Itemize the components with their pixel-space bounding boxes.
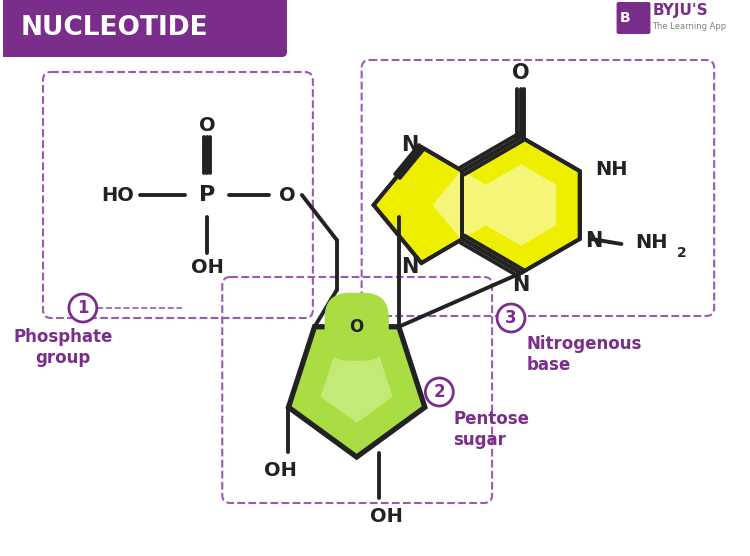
Text: O: O xyxy=(199,116,216,135)
Text: NUCLEOTIDE: NUCLEOTIDE xyxy=(21,15,208,41)
Text: O: O xyxy=(279,186,296,205)
Text: P: P xyxy=(200,185,215,205)
Circle shape xyxy=(497,304,525,332)
Text: N: N xyxy=(585,231,602,251)
Circle shape xyxy=(425,378,453,406)
Text: N: N xyxy=(400,135,418,155)
Text: OH: OH xyxy=(370,507,404,526)
Text: NH: NH xyxy=(635,232,668,251)
Text: N: N xyxy=(400,257,418,277)
Text: 1: 1 xyxy=(77,299,88,317)
Text: N: N xyxy=(512,275,529,295)
Text: O: O xyxy=(350,317,364,336)
FancyBboxPatch shape xyxy=(616,2,650,34)
Polygon shape xyxy=(321,354,393,423)
Polygon shape xyxy=(374,137,580,273)
Text: B: B xyxy=(620,11,631,25)
Text: The Learning App: The Learning App xyxy=(652,22,727,31)
Text: NH: NH xyxy=(596,160,628,178)
Text: 2: 2 xyxy=(677,246,687,260)
Polygon shape xyxy=(289,327,424,457)
Text: HO: HO xyxy=(101,186,134,205)
Polygon shape xyxy=(433,164,556,246)
Text: O: O xyxy=(512,63,529,83)
Text: OH: OH xyxy=(264,461,297,480)
Text: Phosphate
group: Phosphate group xyxy=(13,328,112,367)
Text: Pentose
sugar: Pentose sugar xyxy=(453,410,530,449)
Text: 2: 2 xyxy=(433,383,445,401)
Text: OH: OH xyxy=(191,257,224,276)
Text: BYJU'S: BYJU'S xyxy=(652,2,708,17)
Text: 3: 3 xyxy=(506,309,517,327)
FancyBboxPatch shape xyxy=(0,0,287,57)
Circle shape xyxy=(69,294,97,322)
Text: Nitrogenous
base: Nitrogenous base xyxy=(527,335,642,374)
